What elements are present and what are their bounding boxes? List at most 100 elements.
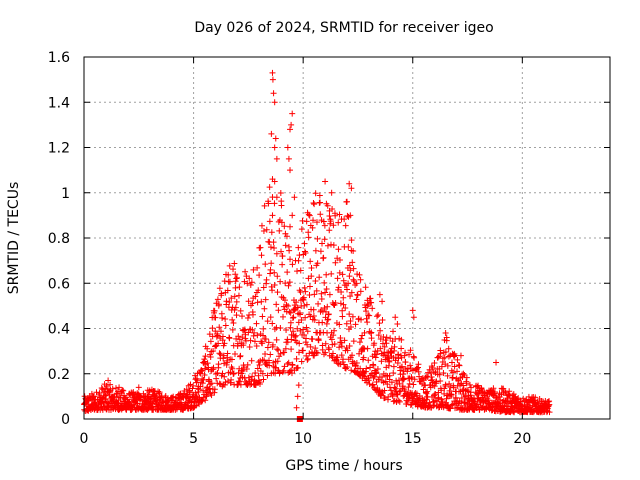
- data-point: [267, 314, 274, 321]
- data-point: [311, 317, 318, 324]
- axis-ticks: [83, 56, 610, 420]
- data-point: [226, 299, 233, 306]
- data-point: [285, 282, 292, 289]
- data-point: [377, 327, 384, 334]
- data-point: [406, 380, 413, 387]
- data-point: [338, 352, 345, 359]
- data-point: [310, 217, 317, 224]
- data-point: [390, 363, 397, 370]
- data-point: [376, 320, 383, 327]
- data-point: [260, 325, 267, 332]
- data-point: [231, 260, 238, 267]
- data-point: [289, 362, 296, 369]
- data-point: [326, 346, 333, 353]
- data-point: [226, 278, 233, 285]
- data-point: [220, 355, 227, 362]
- data-point: [304, 356, 311, 363]
- data-point: [137, 394, 144, 401]
- data-point: [342, 305, 349, 312]
- data-point: [216, 324, 223, 331]
- data-point: [170, 393, 177, 400]
- data-point: [372, 354, 379, 361]
- data-point: [279, 369, 286, 376]
- data-point: [284, 339, 291, 346]
- data-point: [298, 317, 305, 324]
- data-point: [308, 264, 315, 271]
- data-point: [340, 361, 347, 368]
- data-point: [376, 388, 383, 395]
- data-point: [241, 326, 248, 333]
- data-point: [338, 289, 345, 296]
- data-point: [285, 155, 292, 162]
- y-tick-label: 1.2: [48, 141, 70, 157]
- data-point: [345, 243, 352, 250]
- data-point: [337, 300, 344, 307]
- data-point: [429, 364, 436, 371]
- y-tick-label: 0.2: [48, 367, 70, 383]
- data-point: [189, 385, 196, 392]
- data-point: [228, 376, 235, 383]
- data-point: [322, 340, 329, 347]
- data-point: [438, 387, 445, 394]
- data-point: [323, 286, 330, 293]
- data-point: [407, 362, 414, 369]
- data-point: [346, 180, 353, 187]
- data-point: [546, 401, 553, 408]
- data-point: [390, 369, 397, 376]
- x-tick-label: 15: [404, 431, 422, 447]
- data-point: [287, 324, 294, 331]
- data-point: [272, 135, 279, 142]
- data-point: [491, 388, 498, 395]
- data-point: [263, 226, 270, 233]
- data-point: [156, 389, 163, 396]
- data-point: [262, 350, 269, 357]
- data-point: [377, 345, 384, 352]
- data-point: [445, 353, 452, 360]
- data-point: [444, 362, 451, 369]
- x-axis-label: GPS time / hours: [285, 458, 402, 474]
- data-point: [286, 279, 293, 286]
- data-point: [213, 375, 220, 382]
- data-point: [201, 365, 208, 372]
- data-point: [288, 370, 295, 377]
- data-point: [330, 242, 337, 249]
- data-point: [299, 217, 306, 224]
- data-point: [233, 312, 240, 319]
- data-point: [336, 257, 343, 264]
- data-point: [320, 254, 327, 261]
- data-point: [347, 267, 354, 274]
- data-point: [445, 345, 452, 352]
- data-point: [448, 402, 455, 409]
- data-point: [368, 335, 375, 342]
- data-point: [379, 316, 386, 323]
- data-point: [216, 350, 223, 357]
- data-point: [249, 300, 256, 307]
- data-point: [230, 266, 237, 273]
- data-point: [284, 144, 291, 151]
- data-point: [274, 346, 281, 353]
- data-point: [212, 314, 219, 321]
- data-point: [345, 280, 352, 287]
- data-point: [440, 370, 447, 377]
- y-tick-label: 0.4: [48, 322, 70, 338]
- data-point: [229, 316, 236, 323]
- data-point: [342, 222, 349, 229]
- data-point: [216, 285, 223, 292]
- data-point: [371, 340, 378, 347]
- data-point: [353, 360, 360, 367]
- data-point: [282, 345, 289, 352]
- data-point: [396, 388, 403, 395]
- data-point: [312, 190, 319, 197]
- data-point: [402, 359, 409, 366]
- data-point: [311, 201, 318, 208]
- data-point: [464, 387, 471, 394]
- data-point: [287, 167, 294, 174]
- data-point: [297, 311, 304, 318]
- data-point: [424, 388, 431, 395]
- data-point: [297, 327, 304, 334]
- data-point: [219, 333, 226, 340]
- data-point: [396, 398, 403, 405]
- data-point: [361, 329, 368, 336]
- data-point: [493, 359, 500, 366]
- data-point: [269, 287, 276, 294]
